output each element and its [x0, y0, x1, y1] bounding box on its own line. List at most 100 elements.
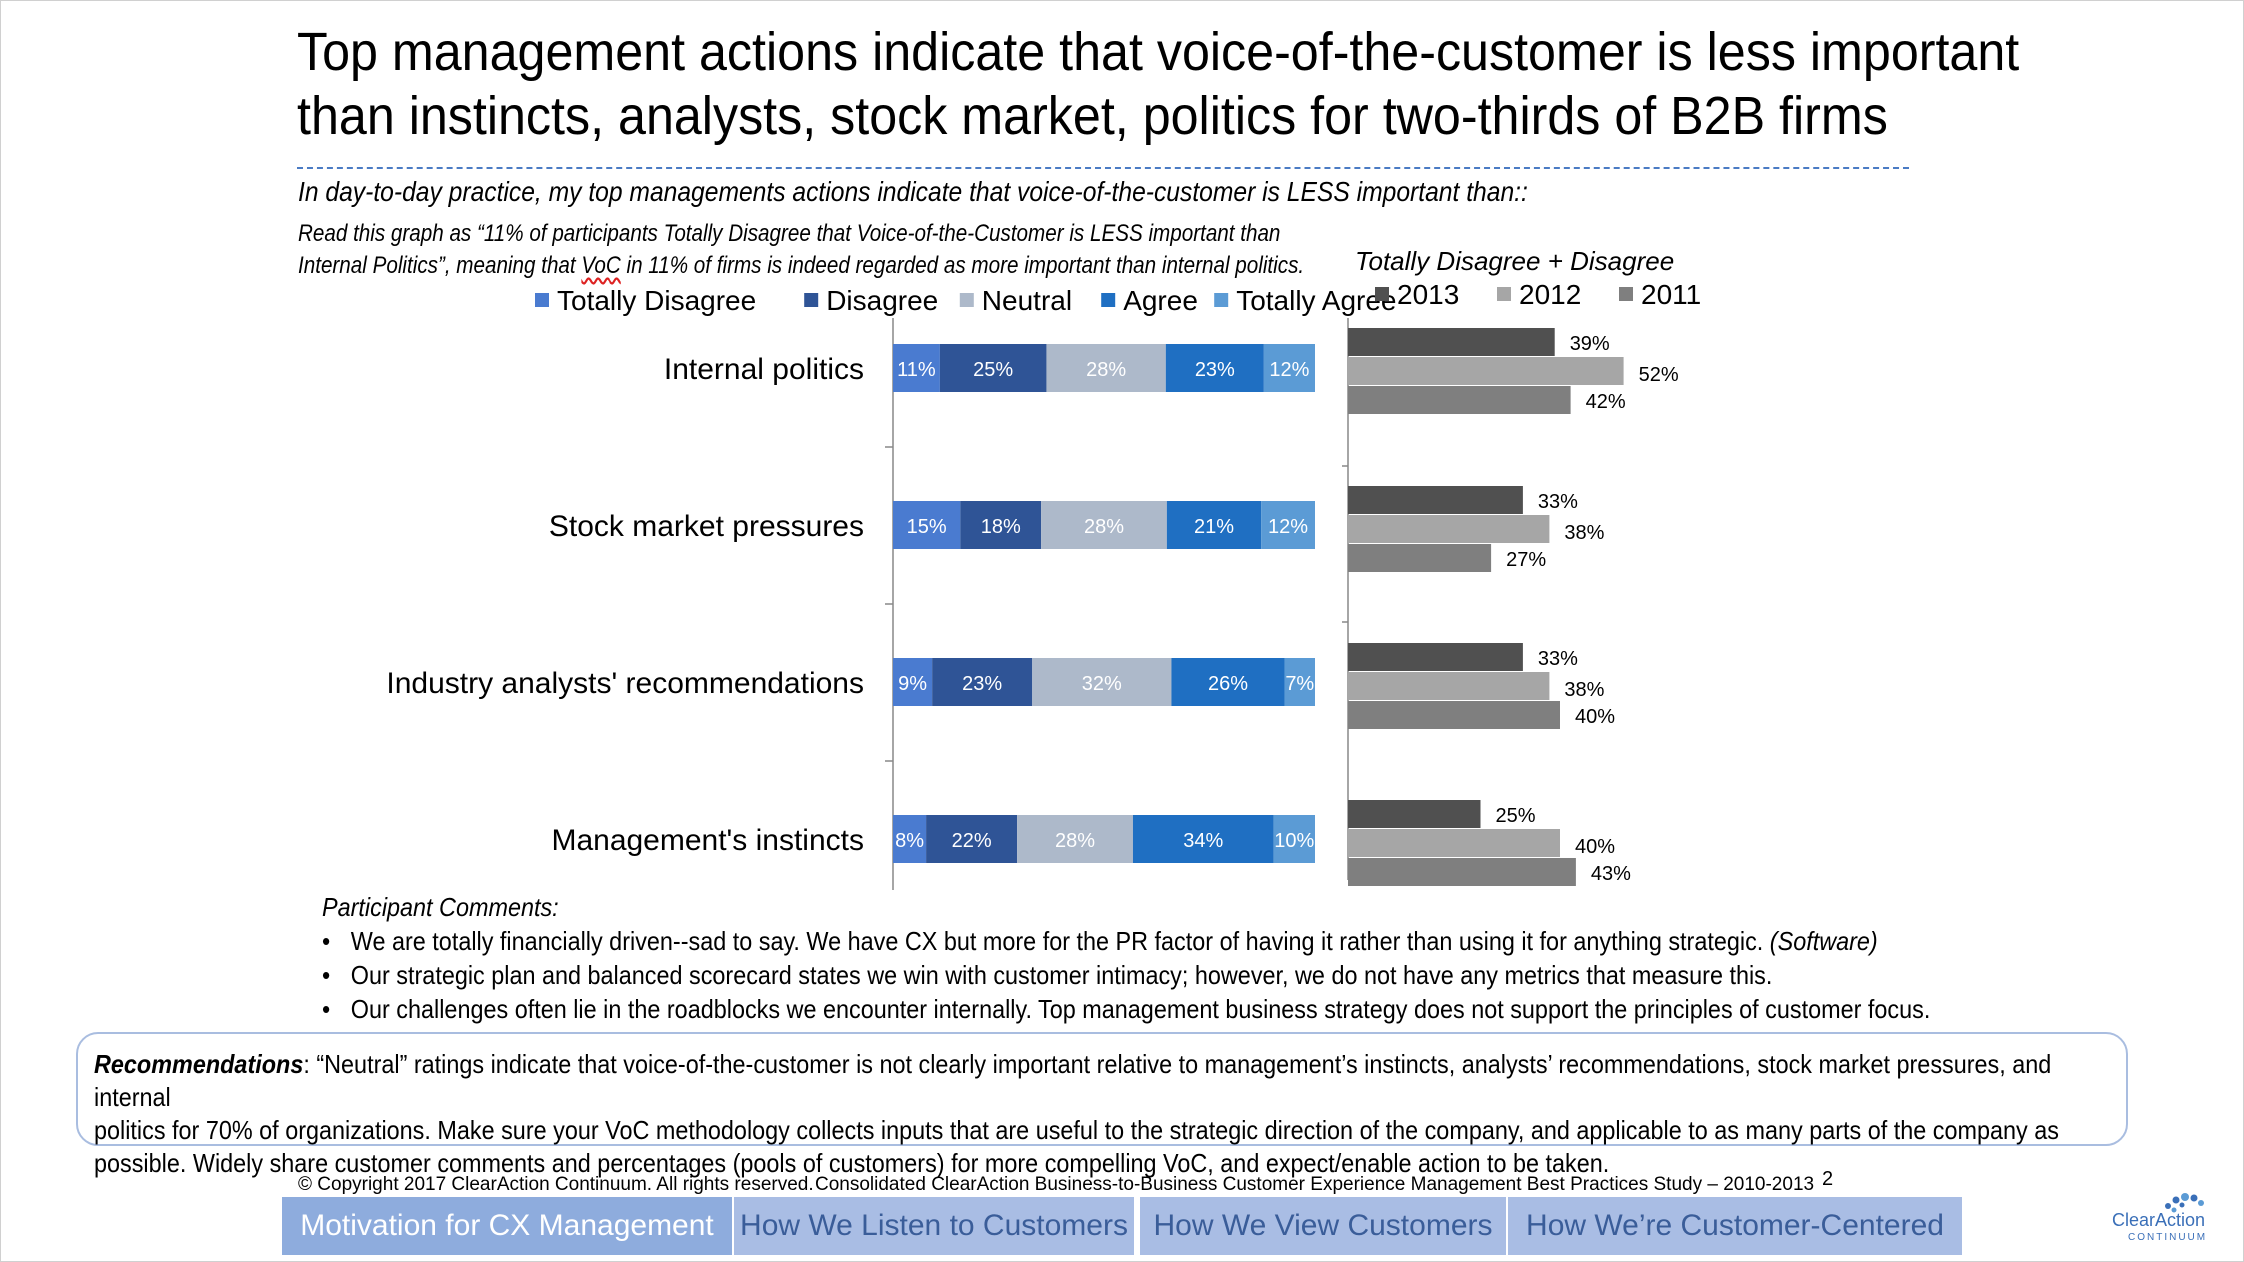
stacked-bar-segment — [1046, 344, 1166, 392]
note-text-a: Internal Politics”, meaning that — [298, 252, 582, 279]
legend-swatch — [1375, 287, 1389, 301]
segment-data-label: 8% — [895, 830, 924, 852]
stacked-bar-segment — [932, 658, 1033, 706]
stacked-bar-segment — [893, 815, 927, 863]
year-data-label: 40% — [1575, 706, 1615, 728]
legend-label: 2013 — [1397, 279, 1459, 310]
stacked-bar-segment — [1017, 815, 1133, 863]
category-label: Management's instincts — [551, 824, 864, 857]
segment-data-label: 26% — [1208, 673, 1248, 695]
stacked-bar-segment — [1171, 658, 1285, 706]
segment-data-label: 32% — [1082, 673, 1122, 695]
category-label: Industry analysts' recommendations — [386, 667, 864, 700]
stacked-bar-segment — [1165, 344, 1264, 392]
stacked-bar-segment — [1032, 658, 1172, 706]
recommendations-box: Recommendations: “Neutral” ratings indic… — [76, 1032, 2128, 1178]
segment-data-label: 23% — [962, 673, 1002, 695]
stacked-bar-segment — [1166, 501, 1262, 549]
bullet-icon: • — [322, 994, 331, 1024]
survey-question: In day-to-day practice, my top managemen… — [298, 176, 1528, 207]
stacked-bar-segment — [960, 501, 1042, 549]
comment-text: Our strategic plan and balanced scorecar… — [350, 960, 1773, 990]
year-data-label: 40% — [1575, 836, 1615, 858]
year-data-label: 25% — [1496, 805, 1536, 827]
year-data-label: 27% — [1506, 549, 1546, 571]
tab-listen[interactable]: How We Listen to Customers — [734, 1197, 1134, 1255]
year-data-label: 39% — [1570, 333, 1610, 355]
comment-text: We are totally financially driven--sad t… — [350, 926, 1770, 956]
reco-line-1: Recommendations: “Neutral” ratings indic… — [94, 1048, 2074, 1114]
year-bar — [1348, 544, 1492, 572]
stacked-bar-segment — [1261, 501, 1315, 549]
year-data-label: 38% — [1564, 679, 1604, 701]
charts-canvas: Internal politics 11% 25% 28% 23% 12% Stock ma… — [386, 246, 1701, 890]
title-divider — [297, 167, 1909, 169]
year-bar — [1348, 858, 1576, 886]
comment-item: • We are totally financially driven--sad … — [322, 924, 1930, 958]
reading-note-line-1: Read this graph as “11% of participants … — [298, 220, 1281, 247]
segment-data-label: 34% — [1183, 830, 1223, 852]
title-line-1: Top management actions indicate that voi… — [297, 22, 2020, 82]
year-bar — [1348, 386, 1571, 414]
participant-comments: Participant Comments: • We are totally fi… — [322, 890, 1930, 1026]
comments-header: Participant Comments: — [322, 892, 559, 922]
category-label: Stock market pressures — [549, 510, 864, 543]
chart-title: Totally Disagree + Disagree — [1355, 246, 1674, 276]
comment-item: • Our challenges often lie in the roadblo… — [322, 992, 1930, 1026]
year-bar — [1348, 829, 1560, 857]
bullet-icon: • — [322, 926, 331, 956]
segment-data-label: 9% — [898, 673, 927, 695]
study-name: Consolidated ClearAction Business-to-Bus… — [815, 1174, 1815, 1195]
bullet-icon: • — [322, 960, 331, 990]
stacked-bar-segment — [893, 658, 933, 706]
year-data-label: 33% — [1538, 491, 1578, 513]
tab-customer-centered[interactable]: How We’re Customer-Centered — [1508, 1197, 1962, 1255]
comment-text: Our challenges often lie in the roadbloc… — [350, 994, 1931, 1024]
segment-data-label: 21% — [1194, 516, 1234, 538]
legend-label: Disagree — [826, 285, 938, 316]
legend-label: Totally Disagree — [557, 285, 756, 316]
legend-swatch — [1214, 293, 1229, 307]
segment-data-label: 10% — [1274, 830, 1314, 852]
stacked-bar-segment — [1284, 658, 1315, 706]
reading-note: Read this graph as “11% of participants … — [298, 218, 1304, 282]
segment-data-label: 12% — [1268, 516, 1308, 538]
logo-sub: CONTINUUM — [2128, 1232, 2208, 1243]
stacked-bar-segment — [1132, 815, 1274, 863]
logo-name: ClearAction — [2112, 1210, 2206, 1230]
stacked-bar-segment — [893, 344, 940, 392]
stacked-bar-segment — [939, 344, 1047, 392]
page-number: 2 — [1822, 1168, 1834, 1190]
year-bar — [1348, 672, 1550, 700]
note-text-b: in 11% of firms is indeed regarded as mo… — [620, 252, 1305, 279]
tab-motivation[interactable]: Motivation for CX Management — [282, 1197, 732, 1255]
legend-swatch — [535, 293, 549, 307]
segment-data-label: 22% — [952, 830, 992, 852]
tab-view[interactable]: How We View Customers — [1140, 1197, 1506, 1255]
comment-item: • Our strategic plan and balanced scoreca… — [322, 958, 1930, 992]
category-label: Internal politics — [664, 353, 864, 386]
year-data-label: 33% — [1538, 648, 1578, 670]
copyright: © Copyright 2017 ClearAction Continuum. … — [298, 1174, 814, 1195]
year-data-label: 43% — [1591, 863, 1631, 885]
reco-line-3: possible. Widely share customer comments… — [94, 1148, 1610, 1178]
segment-data-label: 12% — [1269, 359, 1309, 381]
reco-line-2: politics for 70% of organizations. Make … — [94, 1115, 2059, 1145]
legend-swatch — [1101, 293, 1116, 307]
segment-data-label: 7% — [1285, 673, 1314, 695]
stacked-bar-segment — [926, 815, 1018, 863]
segment-data-label: 28% — [1084, 516, 1124, 538]
year-bar — [1348, 357, 1624, 385]
segment-data-label: 15% — [907, 516, 947, 538]
dots-arc-icon — [2165, 1193, 2204, 1213]
stacked-bar-segment — [893, 501, 961, 549]
year-bar — [1348, 800, 1481, 828]
reco-line-1-text: : “Neutral” ratings indicate that voice-… — [94, 1049, 2052, 1112]
segment-data-label: 28% — [1086, 359, 1126, 381]
stacked-bar-segment — [1273, 815, 1315, 863]
reading-note-line-2: Internal Politics”, meaning that VoC in … — [298, 250, 1304, 282]
legend-swatch — [1619, 287, 1633, 301]
page-title: Top management actions indicate that voi… — [297, 20, 2020, 148]
segment-data-label: 11% — [897, 359, 936, 381]
year-bar — [1348, 486, 1523, 514]
